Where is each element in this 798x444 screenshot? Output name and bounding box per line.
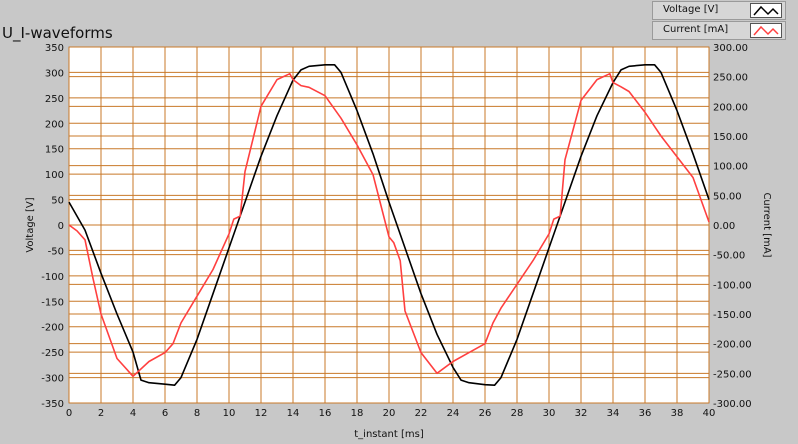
x-tick-label: 10 (223, 408, 236, 419)
x-tick-label: 4 (130, 408, 136, 419)
legend-item-current[interactable]: Current [mA] (652, 21, 786, 40)
y-tick-label: 150 (45, 145, 64, 156)
x-axis-label: t_instant [ms] (354, 429, 424, 440)
y-tick-label: -100 (41, 272, 64, 283)
x-tick-label: 14 (287, 408, 300, 419)
y-tick-label: -150 (41, 297, 64, 308)
y2-tick-label: 100.00 (713, 162, 748, 173)
y2-tick-label: 150.00 (713, 132, 748, 143)
x-tick-label: 8 (194, 408, 200, 419)
x-tick-label: 36 (639, 408, 652, 419)
x-tick-label: 18 (351, 408, 364, 419)
y-tick-label: 300 (45, 68, 64, 79)
y2-tick-label: 300.00 (713, 43, 748, 54)
legend-item-voltage[interactable]: Voltage [V] (652, 1, 786, 20)
x-tick-label: 0 (66, 408, 72, 419)
y-tick-label: -350 (41, 399, 64, 410)
y2-tick-label: -250.00 (713, 369, 752, 380)
legend-label-current: Current [mA] (663, 24, 729, 35)
y-tick-label: -250 (41, 348, 64, 359)
y-tick-label: 100 (45, 170, 64, 181)
x-tick-label: 16 (319, 408, 332, 419)
y2-tick-label: 50.00 (713, 191, 742, 202)
x-tick-label: 24 (447, 408, 460, 419)
current-series-line (68, 72, 710, 378)
y2-tick-label: -300.00 (713, 399, 752, 410)
x-tick-label: 20 (383, 408, 396, 419)
x-tick-label: 26 (479, 408, 492, 419)
y2-tick-label: 250.00 (713, 73, 748, 84)
x-tick-label: 40 (703, 408, 716, 419)
x-tick-label: 30 (543, 408, 556, 419)
y2-tick-label: -100.00 (713, 280, 752, 291)
chart-title: U_I-waveforms (2, 24, 113, 42)
x-tick-label: 6 (162, 408, 168, 419)
x-tick-label: 34 (607, 408, 620, 419)
y2-tick-label: -150.00 (713, 310, 752, 321)
series-layer (68, 64, 710, 387)
y-tick-label: 250 (45, 94, 64, 105)
y-tick-label: 0 (58, 221, 64, 232)
y-tick-label: 50 (51, 196, 64, 207)
y-tick-label: -200 (41, 323, 64, 334)
x-tick-label: 28 (511, 408, 524, 419)
x-tick-label: 12 (255, 408, 268, 419)
line-sample-icon (750, 3, 782, 18)
x-tick-label: 38 (671, 408, 684, 419)
grid (68, 46, 710, 404)
x-tick-label: 32 (575, 408, 588, 419)
y2-tick-label: 0.00 (713, 221, 735, 232)
y-tick-label: -300 (41, 374, 64, 385)
x-tick-label: 22 (415, 408, 428, 419)
y-axis-label: Voltage [V] (25, 197, 36, 252)
x-tick-label: 2 (98, 408, 104, 419)
y-tick-label: -50 (48, 246, 64, 257)
y2-tick-label: 200.00 (713, 102, 748, 113)
line-sample-icon (750, 23, 782, 38)
legend[interactable]: Voltage [V] Current [mA] (652, 1, 786, 41)
y-tick-label: 200 (45, 119, 64, 130)
y-tick-label: 350 (45, 43, 64, 54)
y2-tick-label: -50.00 (713, 251, 745, 262)
legend-label-voltage: Voltage [V] (663, 4, 719, 15)
tick-layer: 0 2 4 6 8 10 12 14 16 18 20 22 24 26 28 30 32 34 36 38 40350… (41, 43, 751, 419)
y2-axis-label: Current [mA] (761, 192, 772, 257)
y2-tick-label: -200.00 (713, 340, 752, 351)
